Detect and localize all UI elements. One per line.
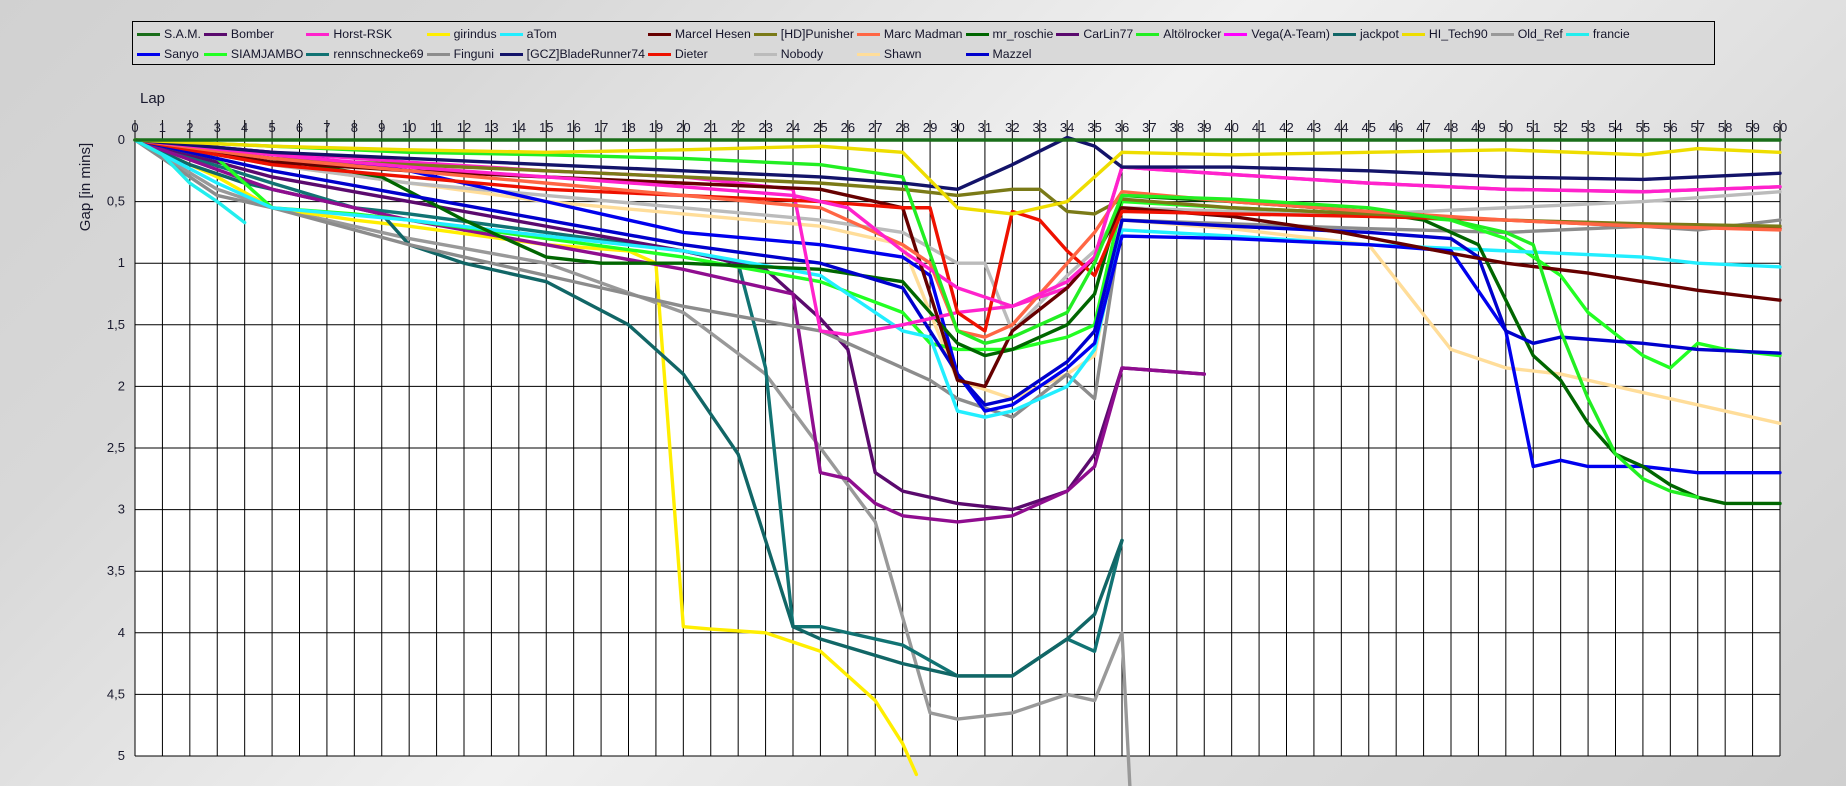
svg-text:3,5: 3,5 — [107, 563, 125, 578]
svg-text:2,5: 2,5 — [107, 440, 125, 455]
svg-text:50: 50 — [1499, 120, 1513, 135]
svg-text:1,5: 1,5 — [107, 317, 125, 332]
svg-text:12: 12 — [457, 120, 471, 135]
svg-text:17: 17 — [594, 120, 608, 135]
svg-text:16: 16 — [566, 120, 580, 135]
svg-text:48: 48 — [1444, 120, 1458, 135]
svg-text:1: 1 — [118, 255, 125, 270]
svg-text:4: 4 — [241, 120, 248, 135]
svg-text:9: 9 — [378, 120, 385, 135]
svg-text:39: 39 — [1197, 120, 1211, 135]
svg-text:Lap: Lap — [140, 90, 165, 107]
svg-text:3: 3 — [118, 502, 125, 517]
svg-text:4,5: 4,5 — [107, 686, 125, 701]
svg-text:33: 33 — [1033, 120, 1047, 135]
svg-text:26: 26 — [841, 120, 855, 135]
svg-text:0: 0 — [131, 120, 138, 135]
svg-text:44: 44 — [1334, 120, 1348, 135]
svg-text:5: 5 — [268, 120, 275, 135]
svg-text:14: 14 — [512, 120, 526, 135]
svg-text:35: 35 — [1087, 120, 1101, 135]
svg-text:20: 20 — [676, 120, 690, 135]
svg-text:27: 27 — [868, 120, 882, 135]
svg-text:29: 29 — [923, 120, 937, 135]
svg-text:5: 5 — [118, 748, 125, 763]
svg-text:41: 41 — [1252, 120, 1266, 135]
svg-text:Gap [in mins]: Gap [in mins] — [77, 143, 94, 231]
svg-text:0,5: 0,5 — [107, 194, 125, 209]
svg-text:8: 8 — [351, 120, 358, 135]
svg-text:23: 23 — [758, 120, 772, 135]
svg-text:21: 21 — [704, 120, 718, 135]
svg-text:45: 45 — [1362, 120, 1376, 135]
svg-text:51: 51 — [1526, 120, 1540, 135]
svg-text:7: 7 — [323, 120, 330, 135]
svg-text:42: 42 — [1279, 120, 1293, 135]
svg-text:28: 28 — [895, 120, 909, 135]
svg-text:56: 56 — [1663, 120, 1677, 135]
svg-text:19: 19 — [649, 120, 663, 135]
svg-text:2: 2 — [186, 120, 193, 135]
svg-text:10: 10 — [402, 120, 416, 135]
svg-text:43: 43 — [1307, 120, 1321, 135]
svg-text:22: 22 — [731, 120, 745, 135]
svg-text:53: 53 — [1581, 120, 1595, 135]
svg-text:24: 24 — [786, 120, 800, 135]
svg-text:18: 18 — [621, 120, 635, 135]
svg-text:47: 47 — [1416, 120, 1430, 135]
svg-text:1: 1 — [159, 120, 166, 135]
svg-text:6: 6 — [296, 120, 303, 135]
svg-text:25: 25 — [813, 120, 827, 135]
svg-text:46: 46 — [1389, 120, 1403, 135]
svg-text:32: 32 — [1005, 120, 1019, 135]
svg-text:31: 31 — [978, 120, 992, 135]
svg-text:40: 40 — [1224, 120, 1238, 135]
svg-text:38: 38 — [1170, 120, 1184, 135]
svg-text:60: 60 — [1773, 120, 1787, 135]
svg-text:13: 13 — [484, 120, 498, 135]
svg-text:2: 2 — [118, 378, 125, 393]
svg-text:59: 59 — [1745, 120, 1759, 135]
svg-text:37: 37 — [1142, 120, 1156, 135]
svg-text:34: 34 — [1060, 120, 1074, 135]
svg-text:3: 3 — [214, 120, 221, 135]
svg-text:49: 49 — [1471, 120, 1485, 135]
svg-text:4: 4 — [118, 625, 125, 640]
svg-text:11: 11 — [430, 120, 444, 135]
svg-text:30: 30 — [950, 120, 964, 135]
svg-text:54: 54 — [1608, 120, 1622, 135]
svg-text:58: 58 — [1718, 120, 1732, 135]
svg-text:15: 15 — [539, 120, 553, 135]
svg-text:55: 55 — [1636, 120, 1650, 135]
svg-text:0: 0 — [118, 132, 125, 147]
svg-text:36: 36 — [1115, 120, 1129, 135]
svg-text:52: 52 — [1553, 120, 1567, 135]
svg-text:57: 57 — [1691, 120, 1705, 135]
